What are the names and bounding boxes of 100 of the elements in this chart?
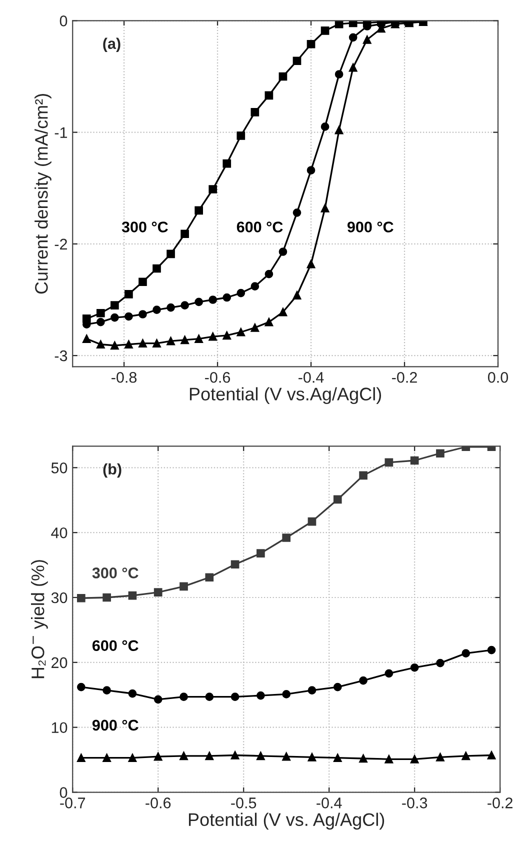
point [76, 682, 86, 692]
point [152, 306, 161, 314]
point [436, 449, 444, 458]
point [320, 26, 330, 35]
series-label: 300 °C [92, 568, 138, 578]
point [308, 517, 316, 526]
point [180, 752, 188, 760]
y-tick-label: -2 [54, 238, 67, 250]
point [384, 669, 394, 678]
point [205, 573, 214, 582]
point [462, 752, 470, 760]
point [154, 695, 162, 704]
point [208, 332, 218, 341]
point [384, 458, 394, 467]
y-tick-label: 20 [52, 657, 68, 668]
point [230, 560, 240, 569]
x-tick-label: -0.4 [298, 372, 324, 383]
point [264, 270, 274, 278]
point [250, 323, 260, 332]
point [282, 534, 291, 542]
point [334, 70, 344, 78]
point [359, 471, 368, 480]
point [333, 682, 342, 692]
y-tick-label: 50 [51, 462, 68, 474]
point [292, 291, 302, 300]
point [180, 230, 189, 238]
point [154, 752, 162, 761]
point [333, 754, 342, 762]
x-tick-label: -0.4 [316, 798, 342, 808]
point [348, 33, 358, 42]
x-axis-title: Potential (V vs.Ag/AgCl) [190, 387, 382, 404]
point [180, 582, 188, 591]
point [166, 250, 175, 258]
point [278, 248, 288, 256]
y-axis-title: H₂O$^{−}$ yield (%) [31, 560, 48, 678]
x-tick-label: -0.6 [146, 798, 171, 808]
point [82, 334, 91, 343]
point [256, 549, 265, 558]
point [194, 334, 203, 343]
point [256, 752, 265, 760]
point [194, 298, 203, 306]
y-axis-title: Current density (mA/cm²) [34, 94, 52, 294]
series-label: 900 °C [347, 222, 394, 232]
point [152, 339, 161, 348]
point [194, 206, 203, 215]
point [282, 752, 291, 761]
point [222, 159, 232, 168]
point [222, 331, 232, 340]
point [359, 676, 368, 685]
x-tick-label: -0.6 [205, 372, 230, 383]
x-tick-label: -0.2 [488, 798, 512, 808]
y-tick-label: 0 [60, 787, 68, 798]
point [110, 313, 119, 322]
point [348, 20, 358, 28]
point [462, 649, 470, 658]
y-tick-label: -3 [54, 350, 68, 362]
annotation: (a) [103, 38, 120, 52]
series-label: 300 °C [122, 222, 168, 232]
y-tick-label: 0 [60, 16, 68, 26]
point [487, 646, 496, 654]
text: 600 °C [92, 640, 138, 652]
point [348, 63, 358, 72]
point [102, 593, 111, 602]
point [128, 591, 137, 600]
point [236, 131, 246, 140]
point [110, 341, 119, 350]
point [124, 290, 133, 298]
y-tick-label: 30 [51, 592, 68, 604]
point [96, 318, 105, 326]
point [180, 336, 189, 344]
point [166, 336, 175, 346]
point [384, 754, 394, 764]
point [230, 751, 240, 760]
point [292, 56, 302, 66]
y-tick-label: 10 [52, 722, 68, 734]
x-tick-label: 0.0 [488, 372, 508, 383]
point [306, 40, 316, 48]
point [222, 293, 232, 302]
point [138, 310, 147, 318]
point [180, 692, 188, 701]
point [205, 752, 214, 760]
point [124, 340, 133, 349]
point [128, 689, 137, 698]
point [410, 456, 419, 465]
point [128, 754, 137, 762]
point [208, 296, 218, 304]
point [436, 753, 444, 762]
point [205, 692, 214, 701]
point [250, 282, 260, 291]
point [166, 303, 175, 312]
point [138, 278, 147, 286]
point [308, 753, 316, 762]
y-tick-label: 40 [51, 527, 68, 538]
point [334, 126, 344, 134]
annotation: (b) [103, 463, 122, 478]
point [152, 264, 161, 273]
y-tick-label: -1 [54, 127, 68, 138]
point [292, 208, 302, 217]
point [96, 308, 105, 318]
point [236, 288, 246, 298]
